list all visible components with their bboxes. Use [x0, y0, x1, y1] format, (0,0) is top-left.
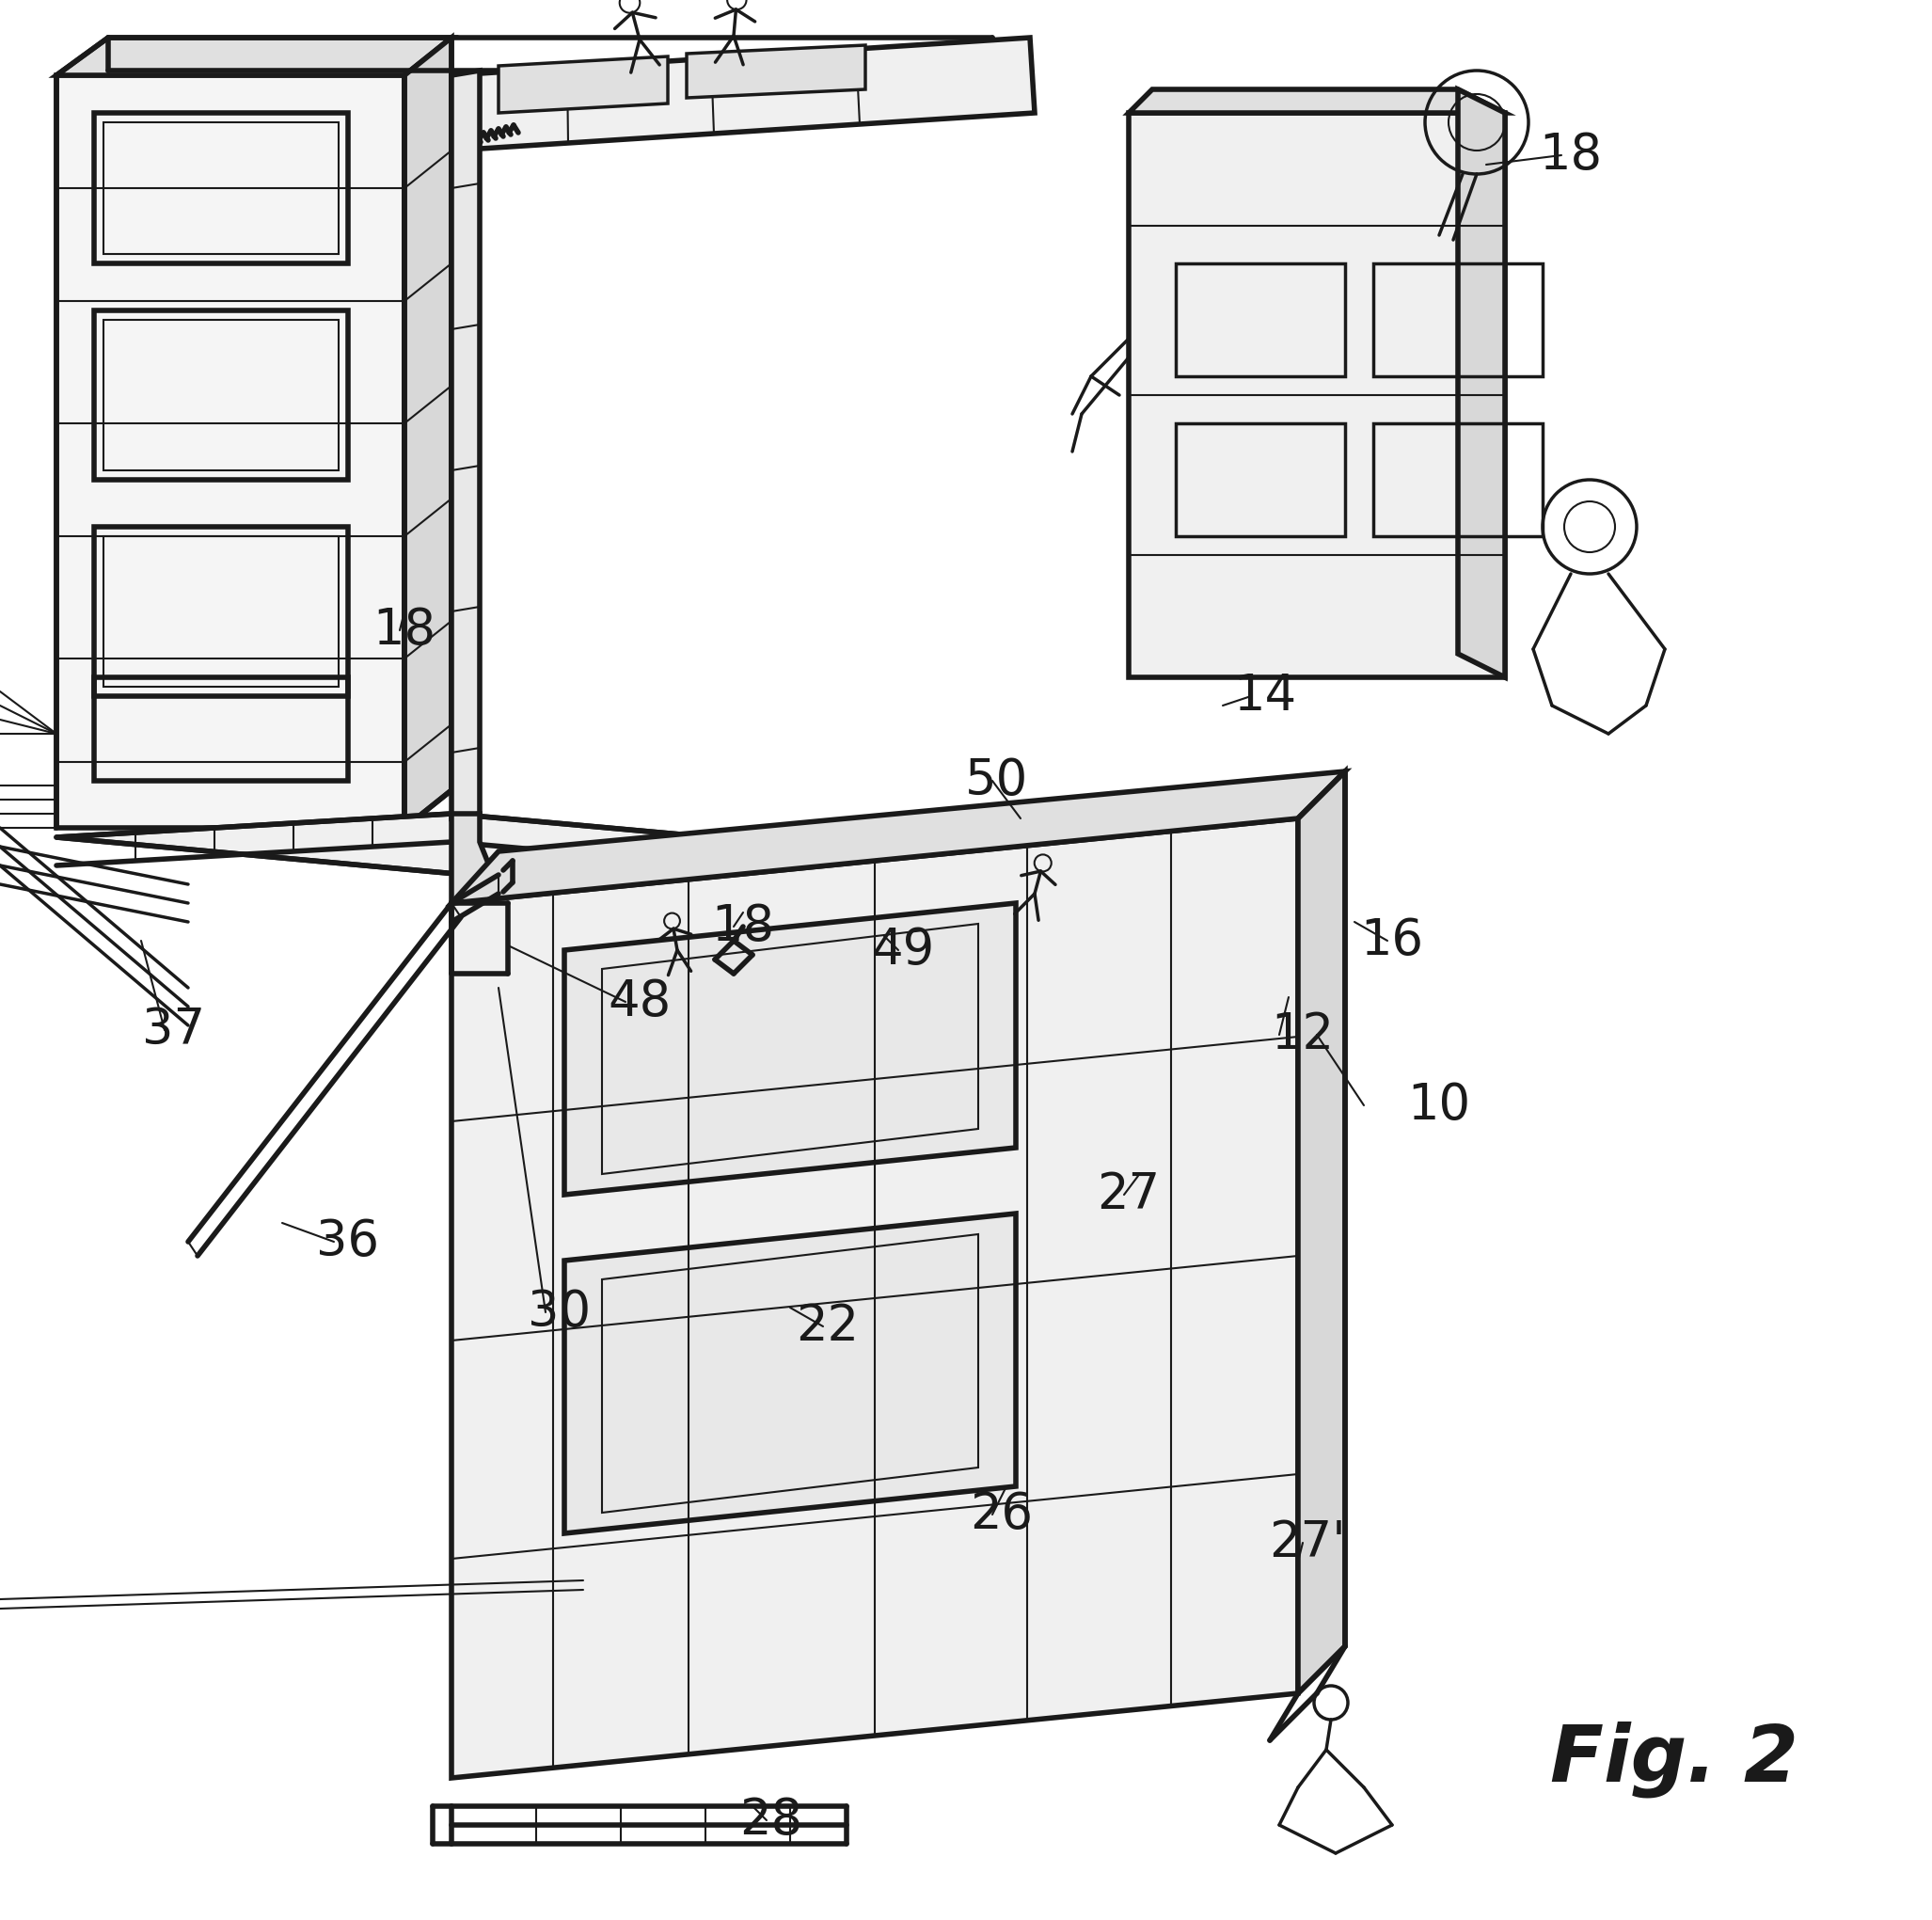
Text: 28: 28 — [740, 1795, 804, 1845]
Text: 27': 27' — [1269, 1519, 1347, 1567]
Bar — [1177, 263, 1345, 376]
Text: 18: 18 — [711, 902, 775, 950]
Text: 12: 12 — [1271, 1010, 1335, 1060]
Polygon shape — [1459, 90, 1505, 678]
Polygon shape — [56, 38, 452, 75]
Polygon shape — [452, 772, 1345, 902]
Polygon shape — [564, 1213, 1016, 1534]
Polygon shape — [452, 38, 1036, 150]
Bar — [95, 678, 348, 781]
Bar — [95, 113, 348, 263]
Text: 50: 50 — [966, 756, 1028, 804]
Polygon shape — [56, 75, 404, 828]
Polygon shape — [686, 46, 866, 98]
Polygon shape — [452, 814, 508, 973]
Polygon shape — [564, 902, 1016, 1194]
Text: 37: 37 — [143, 1006, 205, 1054]
Polygon shape — [452, 818, 1298, 1778]
Text: 16: 16 — [1360, 916, 1424, 966]
Text: 18: 18 — [1540, 131, 1602, 180]
Polygon shape — [56, 814, 1026, 889]
Text: 22: 22 — [796, 1302, 860, 1352]
Polygon shape — [1128, 113, 1505, 678]
Bar — [104, 536, 338, 687]
Text: 48: 48 — [609, 977, 670, 1027]
Text: 18: 18 — [373, 607, 437, 655]
Polygon shape — [1298, 772, 1345, 1693]
Polygon shape — [404, 38, 452, 828]
Text: 30: 30 — [527, 1288, 591, 1336]
Polygon shape — [498, 56, 668, 113]
Text: 27: 27 — [1097, 1171, 1161, 1219]
Polygon shape — [1128, 90, 1505, 113]
Text: 26: 26 — [970, 1490, 1034, 1540]
Bar — [95, 526, 348, 697]
Bar — [95, 311, 348, 480]
Text: Fig. 2: Fig. 2 — [1549, 1720, 1799, 1797]
Bar — [1177, 422, 1345, 536]
Bar — [1374, 422, 1542, 536]
Bar — [104, 321, 338, 470]
Bar — [1374, 263, 1542, 376]
Text: 14: 14 — [1233, 672, 1296, 720]
Text: 36: 36 — [317, 1217, 379, 1265]
Polygon shape — [452, 71, 479, 818]
Text: 10: 10 — [1408, 1081, 1470, 1129]
Text: 49: 49 — [871, 925, 935, 975]
Bar — [104, 123, 338, 253]
